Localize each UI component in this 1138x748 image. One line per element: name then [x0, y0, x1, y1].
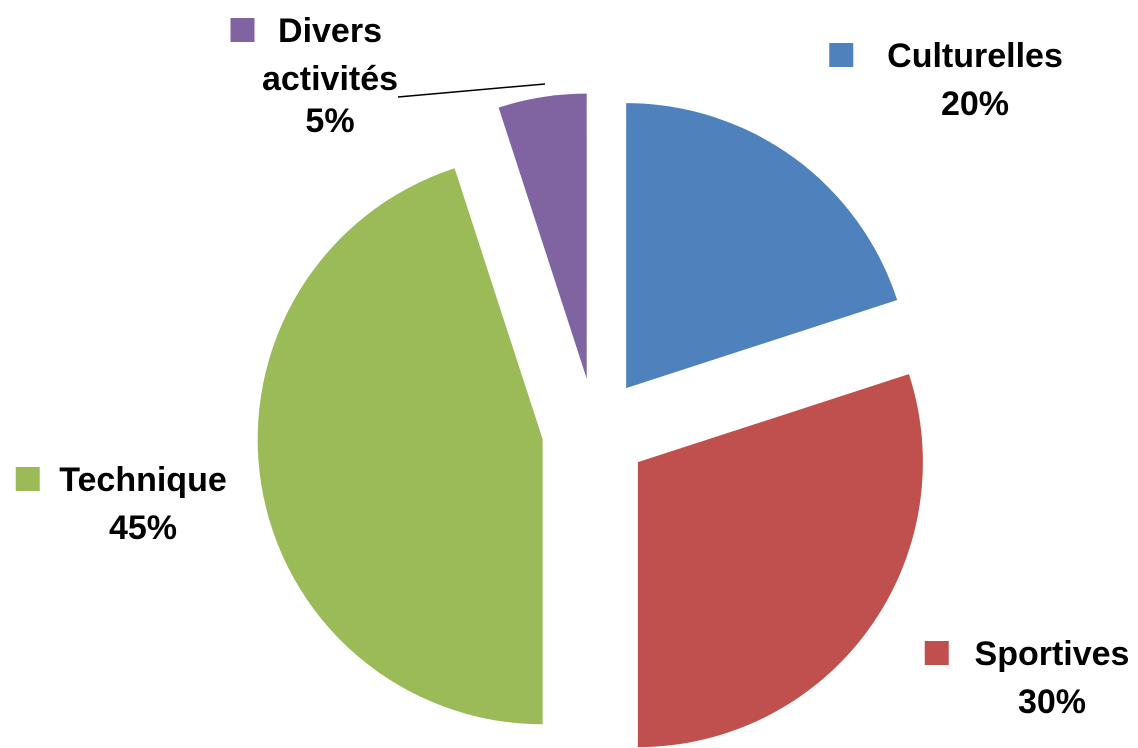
slice-name-label: activités: [262, 60, 398, 98]
data-label-culturelles: Culturelles 20%: [829, 37, 1063, 123]
pie-slice-technique: [257, 168, 543, 725]
slice-value-label: 20%: [941, 85, 1009, 123]
slice-value-label: 30%: [1018, 683, 1086, 721]
pie-slice-divers-activit-s: [498, 93, 587, 379]
slice-name-label: Culturelles: [887, 37, 1063, 75]
slice-value-label: 5%: [305, 102, 354, 140]
data-label-sportives: Sportives 30%: [924, 635, 1130, 721]
data-label-technique: Technique 45%: [15, 461, 227, 547]
data-label-divers-activit-s: Divers activités 5%: [230, 12, 546, 140]
slice-name-label: Sportives: [975, 635, 1130, 673]
pie-slice-sportives: [637, 374, 923, 748]
slice-value-label: 45%: [109, 509, 177, 547]
legend-marker: [230, 18, 255, 42]
legend-marker: [924, 641, 949, 665]
legend-marker: [829, 43, 854, 67]
slice-name-label: Divers: [278, 12, 382, 50]
legend-marker: [15, 467, 40, 491]
leader-line: [397, 83, 546, 98]
pie-slice-culturelles: [626, 103, 898, 389]
slice-name-label: Technique: [59, 461, 227, 499]
